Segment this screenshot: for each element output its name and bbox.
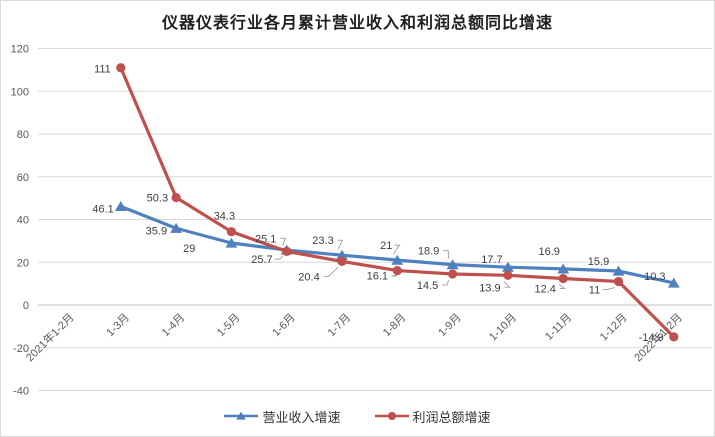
- y-tick-label: -40: [13, 386, 29, 398]
- profit-data-label: 111: [94, 64, 111, 76]
- revenue-data-label: 35.9: [146, 225, 167, 237]
- profit-marker: [392, 265, 402, 276]
- data-label-leader-line: [337, 239, 344, 250]
- profit-data-label: 16.1: [367, 271, 388, 283]
- profit-data-label: 11: [589, 284, 600, 296]
- profit-data-label: -14.9: [639, 332, 664, 344]
- profit-marker: [116, 63, 126, 73]
- x-tick-label: 1-4月: [160, 312, 188, 340]
- data-label-leader-line: [558, 284, 567, 289]
- profit-marker: [226, 227, 236, 237]
- profit-marker: [669, 332, 679, 342]
- data-label-leader-line: [503, 280, 511, 288]
- revenue-line-triangle-marker-icon: [224, 411, 259, 420]
- triangle-swatch-shape: [236, 411, 247, 420]
- y-tick-label: 100: [11, 86, 29, 98]
- y-tick-label: 0: [23, 300, 29, 312]
- revenue-marker: [557, 263, 570, 274]
- revenue-marker: [391, 254, 404, 265]
- revenue-marker: [612, 265, 625, 276]
- revenue-data-label: 25.7: [251, 254, 272, 266]
- x-tick-label: 1-5月: [215, 312, 243, 340]
- y-tick-label: 60: [17, 172, 29, 184]
- x-tick-label: 1-9月: [436, 312, 464, 340]
- profit-data-label: 34.3: [214, 211, 235, 223]
- x-tick-label: 1-12月: [598, 312, 630, 344]
- revenue-marker: [225, 237, 238, 248]
- circle-swatch-shape: [387, 412, 396, 420]
- x-tick-label: 1-6月: [270, 312, 298, 340]
- profit-marker: [171, 192, 181, 203]
- profit-marker: [337, 256, 347, 266]
- data-label-leader-line: [442, 279, 450, 286]
- chart-title: 仪器仪表行业各月累计营业收入和利润总额同比增速: [161, 15, 553, 32]
- profit-data-label: 25.1: [255, 233, 276, 245]
- revenue-data-label: 15.9: [588, 256, 609, 268]
- data-label-leader-line: [443, 250, 450, 259]
- legend-label-profit: 利润总额增速: [412, 409, 491, 425]
- legend-item-revenue: 营业收入增速: [224, 407, 341, 426]
- legend-item-profit: 利润总额增速: [374, 407, 491, 426]
- revenue-data-label: 23.3: [312, 235, 333, 247]
- profit-marker: [503, 270, 513, 280]
- chart-legend: 营业收入增速 利润总额增速: [1, 403, 714, 429]
- data-label-leader-line: [280, 237, 287, 246]
- revenue-data-label: 29: [183, 243, 195, 255]
- x-tick-label: 1-11月: [543, 312, 574, 343]
- profit-data-label: 12.4: [534, 283, 555, 295]
- revenue-data-label: 17.7: [481, 254, 502, 266]
- profit-data-label: 20.4: [298, 271, 319, 283]
- y-tick-label: 20: [17, 257, 29, 269]
- revenue-data-label: 21: [380, 240, 392, 252]
- data-label-leader-line: [323, 267, 339, 277]
- revenue-data-label: 16.9: [538, 246, 559, 258]
- revenue-marker: [114, 201, 127, 212]
- revenue-data-label: 46.1: [92, 203, 113, 215]
- data-label-leader-line: [602, 287, 615, 290]
- y-tick-label: 80: [17, 129, 29, 141]
- data-label-leader-line: [274, 255, 284, 260]
- x-tick-label: 1-7月: [326, 312, 354, 340]
- profit-marker: [558, 273, 568, 284]
- profit-line-circle-marker-icon: [374, 412, 409, 420]
- profit-data-label: 14.5: [417, 280, 438, 292]
- legend-label-revenue: 营业收入增速: [262, 409, 341, 425]
- x-tick-label: 1-3月: [104, 312, 132, 340]
- revenue-marker: [446, 259, 459, 270]
- y-tick-label: 40: [17, 215, 29, 227]
- data-label-leader-line: [391, 275, 398, 278]
- x-tick-label: 1-8月: [381, 312, 409, 340]
- revenue-data-label: 18.9: [418, 246, 439, 258]
- profit-data-label: 50.3: [147, 192, 168, 204]
- revenue-marker: [336, 249, 348, 260]
- x-tick-label: 1-10月: [487, 312, 519, 344]
- profit-data-label: 13.9: [479, 282, 500, 294]
- profit-marker: [613, 276, 624, 287]
- y-tick-label: -20: [13, 343, 29, 355]
- revenue-data-label: 10.3: [644, 271, 665, 283]
- profit-marker: [448, 269, 458, 279]
- x-tick-label: 2021年1-2月: [23, 310, 77, 364]
- revenue-marker: [502, 261, 514, 272]
- revenue-marker: [667, 277, 680, 288]
- y-tick-label: 120: [11, 44, 29, 56]
- profit-marker: [282, 246, 292, 256]
- data-label-leader-line: [392, 244, 401, 255]
- revenue-marker: [170, 222, 182, 233]
